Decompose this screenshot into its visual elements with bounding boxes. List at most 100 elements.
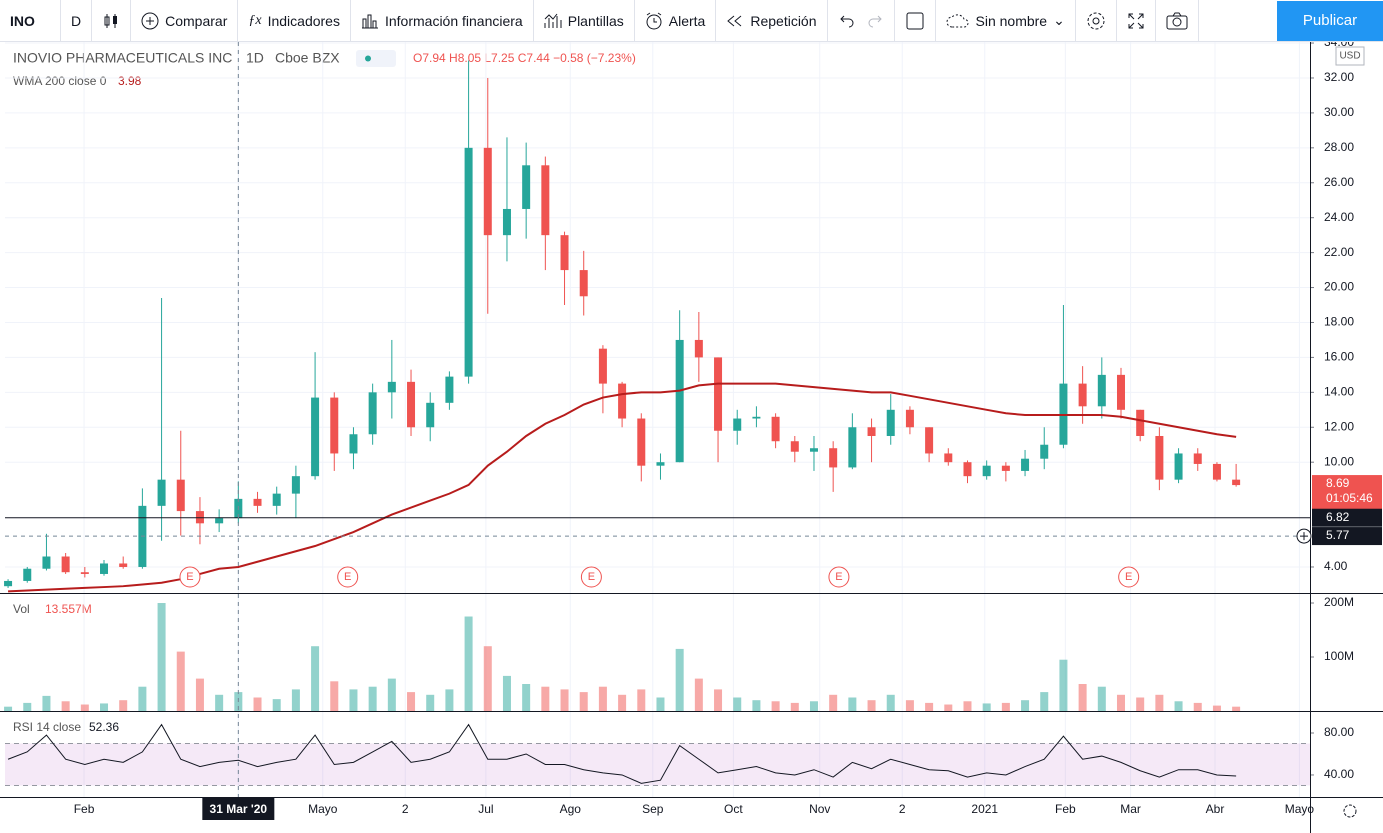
icon xyxy=(839,15,882,27)
vol-value: 13.557M xyxy=(45,602,92,616)
rsi-label: RSI 14 close xyxy=(13,720,81,734)
volume-bar xyxy=(368,686,377,711)
volume-bar xyxy=(215,694,224,711)
volume-bar xyxy=(1116,694,1125,711)
candle-body xyxy=(694,339,703,358)
y-tick-label: 40.00 xyxy=(1324,767,1354,781)
volume-bar xyxy=(291,689,300,711)
label: Repetición xyxy=(750,12,817,29)
volume-bar xyxy=(426,694,435,711)
candle-body xyxy=(771,416,780,442)
volume-bar xyxy=(925,702,934,711)
x-tick-label: Nov xyxy=(809,802,830,816)
alert[interactable]: Alerta xyxy=(635,0,717,42)
candle-body xyxy=(61,556,70,573)
volume-bar xyxy=(1232,706,1241,711)
candle-body xyxy=(1001,465,1010,471)
volume-bar xyxy=(982,703,991,711)
earnings-label: E xyxy=(186,571,193,583)
volume-bar xyxy=(1001,702,1010,711)
symbol[interactable]: INO xyxy=(0,0,61,42)
candle-body xyxy=(311,397,320,477)
multi-layout[interactable] xyxy=(895,0,936,42)
x-tick-label: 2 xyxy=(899,802,906,816)
volume-bar xyxy=(905,700,914,711)
indicators[interactable]: ƒx Indicadores xyxy=(238,0,351,42)
y-tick-label: 12.00 xyxy=(1324,419,1354,433)
icon xyxy=(906,12,923,29)
rsi-value: 52.36 xyxy=(89,720,119,734)
undo-redo[interactable] xyxy=(828,0,895,42)
volume-bar xyxy=(771,701,780,711)
candle-body xyxy=(349,434,358,454)
volume-bar xyxy=(330,681,339,711)
candle-body xyxy=(100,563,109,574)
volume-bar xyxy=(502,675,511,711)
earnings-marker xyxy=(580,566,602,588)
icon xyxy=(946,13,968,27)
interval[interactable]: D xyxy=(61,0,93,42)
settings[interactable] xyxy=(1076,0,1117,42)
volume-bar xyxy=(138,686,147,711)
candle-body xyxy=(790,441,799,452)
candle-body xyxy=(1136,409,1145,436)
snapshot[interactable] xyxy=(1156,0,1199,42)
volume-bar xyxy=(464,616,473,711)
templates[interactable]: Plantillas xyxy=(534,0,635,42)
y-tick-label: 26.00 xyxy=(1324,175,1354,189)
volume-bar xyxy=(445,689,454,711)
volume-bar xyxy=(1174,701,1183,711)
volume-bar xyxy=(886,694,895,711)
label: Indicadores xyxy=(267,12,340,29)
publish-button[interactable]: Publicar xyxy=(1277,0,1383,41)
candle-body xyxy=(579,270,588,297)
candle-body xyxy=(598,348,607,384)
candle-body xyxy=(215,518,224,524)
label: Información financiera xyxy=(384,12,523,29)
last-price: 8.69 xyxy=(1326,476,1350,490)
earnings-marker xyxy=(179,566,201,588)
candle-body xyxy=(119,563,128,567)
icon xyxy=(141,12,159,29)
volume-bar xyxy=(42,695,51,711)
fullscreen[interactable] xyxy=(1117,0,1156,42)
compare[interactable]: Comparar xyxy=(131,0,239,42)
volume-bar xyxy=(675,648,684,711)
layout-name[interactable]: Sin nombre ⌄ xyxy=(936,0,1076,42)
volume-bar xyxy=(944,704,953,711)
crosshair-price: 5.77 xyxy=(1326,528,1350,542)
volume-bar xyxy=(579,692,588,711)
volume-bar xyxy=(790,702,799,711)
volume-bar xyxy=(656,697,665,711)
icon xyxy=(104,13,118,28)
candle-body xyxy=(1021,458,1030,471)
chart-style[interactable] xyxy=(92,0,132,42)
countdown: 01:05:46 xyxy=(1326,491,1373,505)
volume-bar xyxy=(4,706,13,711)
volume-bar xyxy=(1212,705,1221,711)
candle-body xyxy=(637,418,646,466)
candle-body xyxy=(1193,453,1202,464)
candle-body xyxy=(1174,453,1183,480)
volume-bar xyxy=(598,686,607,711)
currency: USD xyxy=(1339,51,1360,62)
candle-body xyxy=(23,568,32,581)
volume-bar xyxy=(618,694,627,711)
earnings-marker xyxy=(828,566,850,588)
volume-bar xyxy=(349,689,358,711)
candle-body xyxy=(905,409,914,428)
y-tick-label: 22.00 xyxy=(1324,245,1354,259)
volume-bar xyxy=(1193,702,1202,711)
settings-gear[interactable] xyxy=(1343,804,1357,818)
candle-body xyxy=(925,427,934,454)
candle-body xyxy=(1040,444,1049,459)
x-tick-label: Abr xyxy=(1206,802,1225,816)
financials[interactable]: Información financiera xyxy=(351,0,534,42)
volume-bar xyxy=(195,678,204,711)
label: Sin nombre xyxy=(975,12,1048,29)
candle-body xyxy=(829,448,838,468)
volume-bar xyxy=(176,651,185,711)
crosshair-plus-icon xyxy=(1300,532,1308,541)
replay[interactable]: Repetición xyxy=(716,0,828,42)
candle-body xyxy=(502,208,511,236)
